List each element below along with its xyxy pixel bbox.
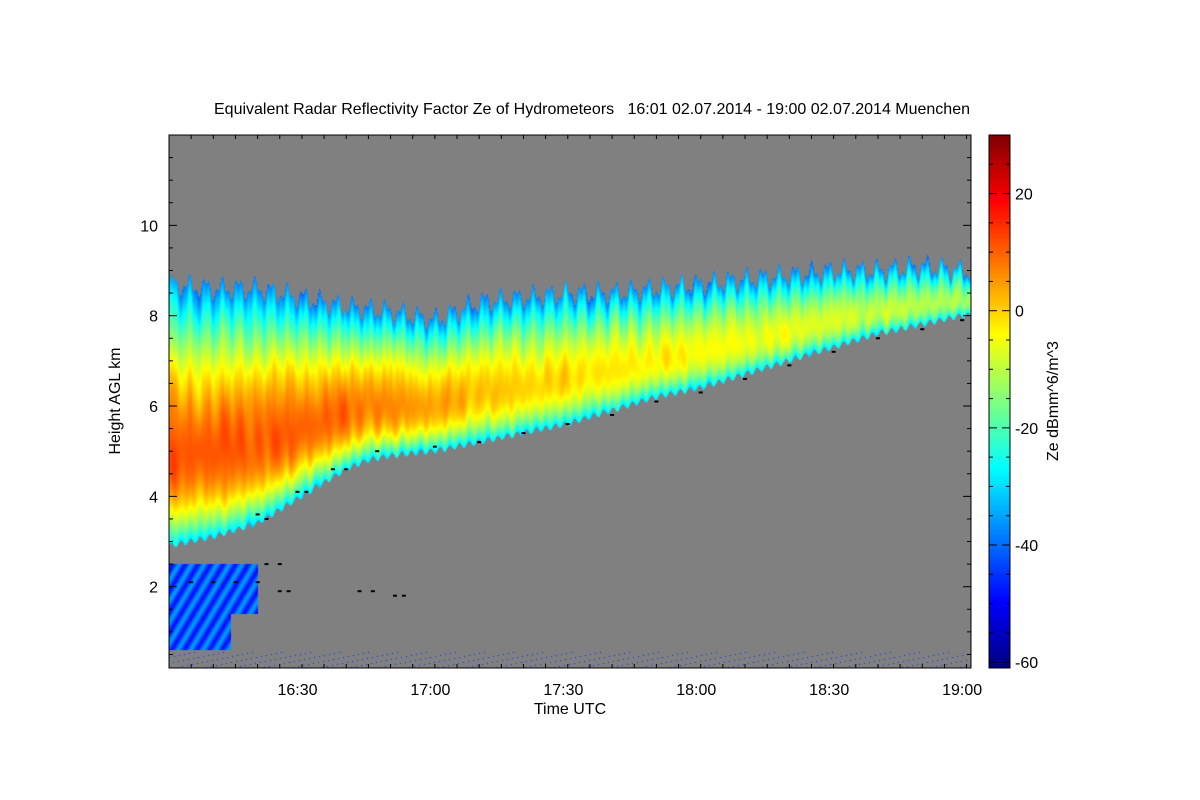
melting-layer-marker	[392, 594, 397, 597]
y-axis: 2 4 6 8 10	[140, 134, 971, 655]
colorbar: 20 0 -20 -40 -60	[988, 134, 1038, 672]
colorbar-label: Ze dBmm^6/m^3	[1045, 341, 1062, 461]
melting-layer-marker	[330, 468, 335, 471]
melting-layer-marker	[277, 590, 282, 593]
y-tick-label: 10	[140, 218, 158, 235]
colorbar-tick-label: 0	[1015, 304, 1024, 321]
melting-layer-marker	[875, 337, 880, 340]
melting-layer-marker	[286, 590, 291, 593]
reflectivity-heatmap	[169, 135, 971, 668]
melting-layer-marker	[477, 441, 482, 444]
x-tick-label: 19:00	[942, 682, 982, 699]
melting-layer-marker	[375, 450, 380, 453]
melting-layer-marker	[255, 513, 260, 516]
colorbar-tick-label: -40	[1015, 538, 1038, 555]
melting-layer-marker	[401, 594, 406, 597]
plot-frame	[168, 134, 972, 669]
y-tick-label: 8	[149, 309, 158, 326]
colorbar-tick-label: -20	[1015, 421, 1038, 438]
colorbar-tick-label: 20	[1015, 187, 1033, 204]
melting-layer-marker	[189, 581, 194, 584]
melting-layer-marker	[277, 563, 282, 566]
x-tick-label: 18:30	[809, 682, 849, 699]
x-tick-label: 16:30	[277, 682, 317, 699]
y-tick-label: 2	[149, 580, 158, 597]
melting-layer-marker	[654, 400, 659, 403]
melting-layer-marker	[304, 490, 309, 493]
melting-layer-marker	[743, 377, 748, 380]
melting-layer-marker	[357, 590, 362, 593]
melting-layer-marker	[698, 391, 703, 394]
y-axis-label: Height AGL km	[107, 347, 124, 454]
melting-layer-markers	[189, 319, 965, 597]
melting-layer-marker	[344, 468, 349, 471]
x-tick-label: 18:00	[676, 682, 716, 699]
melting-layer-marker	[610, 414, 615, 417]
x-tick-label: 17:00	[410, 682, 450, 699]
y-tick-label: 4	[149, 489, 158, 506]
x-axis-label: Time UTC	[534, 701, 606, 718]
melting-layer-marker	[787, 364, 792, 367]
melting-layer-marker	[295, 490, 300, 493]
melting-layer-marker	[960, 319, 965, 322]
melting-layer-marker	[211, 581, 216, 584]
melting-layer-marker	[264, 563, 269, 566]
melting-layer-marker	[264, 517, 269, 520]
plot-area	[168, 134, 972, 669]
melting-layer-marker	[831, 350, 836, 353]
melting-layer-marker	[370, 590, 375, 593]
chart-title: Equivalent Radar Reflectivity Factor Ze …	[214, 101, 970, 118]
colorbar-tick-label: -60	[1015, 655, 1038, 672]
melting-layer-marker	[565, 423, 570, 426]
x-tick-label: 17:30	[543, 682, 583, 699]
colorbar-ticks: 20 0 -20 -40 -60	[989, 134, 1038, 672]
melting-layer-marker	[233, 581, 238, 584]
y-tick-label: 6	[149, 399, 158, 416]
melting-layer-marker	[920, 328, 925, 331]
x-axis: 16:30 17:00 17:30 18:00 18:30 19:00	[168, 135, 982, 699]
melting-layer-marker	[255, 581, 260, 584]
colorbar-fill	[988, 134, 1011, 669]
melting-layer-marker	[432, 445, 437, 448]
melting-layer-marker	[521, 432, 526, 435]
